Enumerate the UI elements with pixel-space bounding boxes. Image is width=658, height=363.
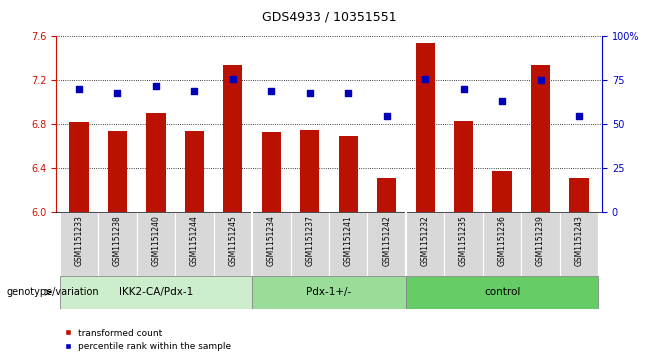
Bar	[444, 212, 483, 276]
Bar	[108, 131, 127, 212]
Point	[189, 88, 199, 94]
Text: GSM1151236: GSM1151236	[497, 216, 507, 266]
Point	[420, 76, 430, 81]
Text: GSM1151242: GSM1151242	[382, 216, 392, 266]
Bar	[60, 276, 252, 309]
Text: genotype/variation: genotype/variation	[7, 287, 99, 297]
Text: GSM1151238: GSM1151238	[113, 216, 122, 266]
Bar	[483, 212, 521, 276]
Bar	[377, 178, 396, 212]
Text: GSM1151241: GSM1151241	[343, 216, 353, 266]
Bar	[454, 121, 473, 212]
Bar	[214, 212, 252, 276]
Text: GSM1151245: GSM1151245	[228, 216, 238, 266]
Bar	[406, 276, 598, 309]
Bar	[185, 131, 204, 212]
Text: control: control	[484, 287, 520, 297]
Bar	[252, 212, 291, 276]
Bar	[146, 113, 166, 212]
Text: GSM1151243: GSM1151243	[574, 216, 584, 266]
Text: GSM1151237: GSM1151237	[305, 216, 315, 266]
Point	[535, 77, 545, 83]
Bar	[69, 122, 89, 212]
Bar	[569, 178, 589, 212]
Bar	[521, 212, 560, 276]
Point	[228, 76, 238, 81]
Bar	[60, 212, 98, 276]
Point	[305, 90, 315, 95]
Bar	[492, 171, 512, 212]
Bar	[300, 130, 319, 212]
Point	[497, 98, 507, 104]
Text: GSM1151232: GSM1151232	[420, 216, 430, 266]
Point	[574, 113, 584, 118]
Text: GSM1151233: GSM1151233	[74, 216, 84, 266]
Point	[343, 90, 353, 95]
Bar	[560, 212, 598, 276]
Bar	[416, 43, 435, 212]
Text: IKK2-CA/Pdx-1: IKK2-CA/Pdx-1	[119, 287, 193, 297]
Text: GSM1151234: GSM1151234	[266, 216, 276, 266]
Point	[151, 83, 161, 89]
Bar	[98, 212, 137, 276]
Text: GSM1151240: GSM1151240	[151, 216, 161, 266]
Bar	[339, 136, 358, 212]
Bar	[223, 65, 242, 212]
Text: GSM1151244: GSM1151244	[190, 216, 199, 266]
Text: GSM1151235: GSM1151235	[459, 216, 468, 266]
Bar	[252, 276, 406, 309]
Point	[113, 90, 123, 95]
Legend: transformed count, percentile rank within the sample: transformed count, percentile rank withi…	[61, 325, 236, 355]
Text: Pdx-1+/-: Pdx-1+/-	[307, 287, 351, 297]
Point	[74, 86, 84, 92]
Bar	[406, 212, 444, 276]
Bar	[137, 212, 175, 276]
Point	[459, 86, 469, 92]
Bar	[175, 212, 214, 276]
Bar	[367, 212, 406, 276]
Text: GSM1151239: GSM1151239	[536, 216, 545, 266]
Text: GDS4933 / 10351551: GDS4933 / 10351551	[262, 11, 396, 24]
Point	[382, 113, 392, 118]
Bar	[531, 65, 550, 212]
Point	[266, 88, 276, 94]
Bar	[262, 132, 281, 212]
Bar	[329, 212, 367, 276]
Bar	[291, 212, 329, 276]
